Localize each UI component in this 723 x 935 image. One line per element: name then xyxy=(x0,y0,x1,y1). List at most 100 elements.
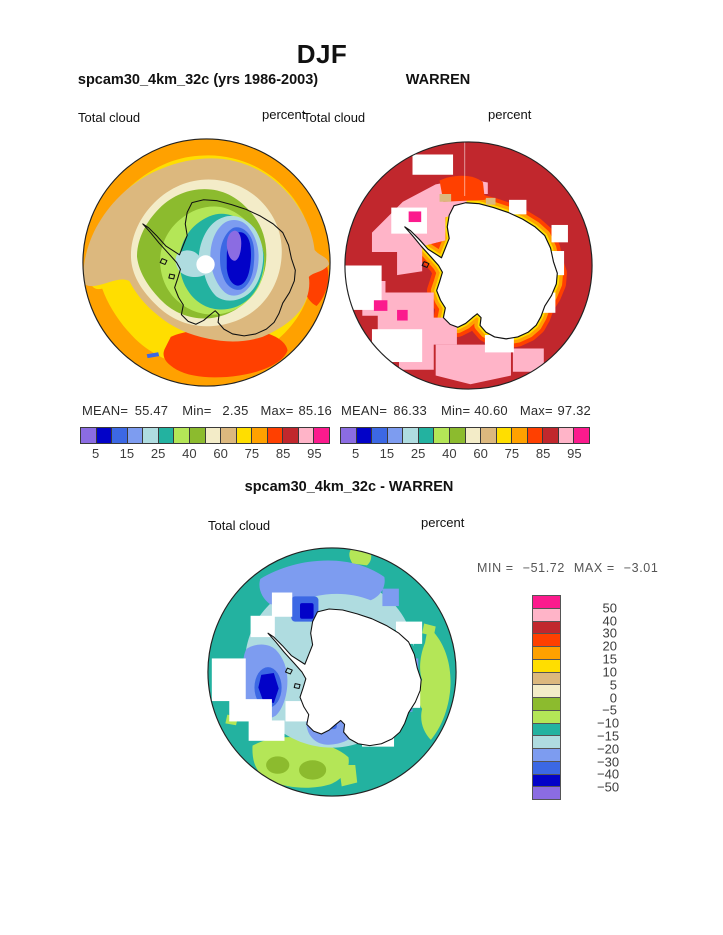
colorbar-segment xyxy=(481,428,497,443)
obs-magenta-speck xyxy=(408,211,422,223)
colorbar-segment xyxy=(533,698,560,711)
colorbar-segment xyxy=(205,428,222,443)
colorbar-segment xyxy=(527,428,544,443)
colorbar-segment xyxy=(143,428,159,443)
pole-hole-dot xyxy=(196,255,215,274)
diff-navy-cell xyxy=(300,603,314,619)
mean-label: MEAN= xyxy=(341,403,388,418)
min-value: 2.35 xyxy=(222,403,249,418)
diff-olive-spot xyxy=(299,760,327,780)
stats-model: MEAN= 55.47 Min= 2.35 Max= 85.16 xyxy=(82,403,332,418)
max-value: 85.16 xyxy=(298,403,332,418)
colorbar-tick-label: 75 xyxy=(244,446,260,461)
map-obs xyxy=(344,141,593,390)
min-label: MIN = xyxy=(477,561,514,575)
field-label-model: Total cloud xyxy=(78,110,141,125)
colorbar-tick-label: 40 xyxy=(182,446,197,461)
colorbar-segment xyxy=(533,749,560,762)
colorbar-tick-label: 50 xyxy=(602,600,617,616)
colorbar-segment xyxy=(449,428,466,443)
colorbar-segment xyxy=(465,428,482,443)
colorbar-tick-label: 30 xyxy=(602,625,617,641)
colorbar-segment xyxy=(434,428,450,443)
colorbar-segment xyxy=(298,428,315,443)
colorbar-segment xyxy=(112,428,128,443)
colorbar-tick-label: 85 xyxy=(275,446,291,461)
colorbar-segment xyxy=(372,428,388,443)
colorbar-tick-label: 20 xyxy=(602,638,617,654)
colorbar-segment xyxy=(533,723,560,737)
max-label: MAX = xyxy=(573,561,615,575)
obs-magenta-speck xyxy=(373,300,388,311)
contour-purple xyxy=(226,230,242,261)
colorbar-tick-label: 25 xyxy=(150,446,166,461)
colorbar-segment xyxy=(533,596,560,609)
colorbar-segment xyxy=(543,428,559,443)
colorbar-segment xyxy=(533,621,560,635)
colorbar-segment xyxy=(221,428,237,443)
colorbar-tick-label: −10 xyxy=(597,715,620,731)
panel-header-obs: WARREN xyxy=(405,72,471,88)
colorbar-segment xyxy=(496,428,513,443)
max-value: −3.01 xyxy=(623,561,659,575)
colorbar-segment xyxy=(81,428,97,443)
page-title: DJF xyxy=(296,39,348,69)
stats-obs: MEAN= 86.33 Min= 40.60 Max= 97.32 xyxy=(341,403,591,418)
colorbar-tick-label: 10 xyxy=(602,664,617,680)
colorbar-tick-label: 95 xyxy=(307,446,322,461)
island-marks xyxy=(421,261,430,268)
colorbar-segment xyxy=(387,428,404,443)
obs-pink-patch xyxy=(435,344,511,385)
diff-colorbar-labels: 50 40 30 20 15 10 5 0 −5 −10 −15 −20 −30 −40 −50 xyxy=(561,595,621,800)
colorbar-tick-label: 0 xyxy=(609,690,617,705)
mean-value: 86.33 xyxy=(393,403,427,418)
colorbar-segment xyxy=(533,659,560,673)
colorbar-segment xyxy=(127,428,144,443)
colorbar-ticks-model: 5 15 25 40 60 75 85 95 xyxy=(80,446,330,461)
colorbar-segment xyxy=(189,428,206,443)
colorbar-tick-label: −5 xyxy=(602,702,617,718)
obs-magenta-speck xyxy=(397,309,408,321)
colorbar-segment xyxy=(533,736,560,749)
island-marks xyxy=(284,667,301,690)
colorbar-tick-label: 95 xyxy=(567,446,582,461)
map-circle-outline xyxy=(207,547,457,797)
panel-header-model: spcam30_4km_32c (yrs 1986-2003) xyxy=(77,72,319,88)
colorbar-segment xyxy=(356,428,373,443)
mean-label: MEAN= xyxy=(82,403,129,418)
colorbar-segment xyxy=(283,428,299,443)
colorbar-tick-label: 15 xyxy=(602,651,617,667)
diff-green-small xyxy=(422,623,436,637)
colorbar-tick-label: 85 xyxy=(535,446,551,461)
colorbar-segment xyxy=(158,428,175,443)
units-label-obs: percent xyxy=(488,107,532,122)
contour-redorange-bottom xyxy=(163,328,288,378)
panel-header-diff: spcam30_4km_32c - WARREN xyxy=(244,479,454,495)
colorbar-segment xyxy=(533,761,560,775)
colorbar-tick-label: 5 xyxy=(92,446,100,461)
mean-value: 55.47 xyxy=(134,403,169,418)
stats-diff: MIN = −51.72 MAX = −3.01 xyxy=(477,561,658,575)
obs-pink-patch xyxy=(512,348,544,372)
diff-navy-blob xyxy=(258,672,279,704)
colorbar-tick-label: 5 xyxy=(352,446,360,461)
colorbar-tick-label: 75 xyxy=(504,446,520,461)
min-value: 40.60 xyxy=(474,403,508,418)
colorbar-diff xyxy=(532,595,561,800)
colorbar-tick-label: 25 xyxy=(410,446,426,461)
diff-green-bottom xyxy=(252,737,349,788)
field-label-diff: Total cloud xyxy=(208,518,271,533)
contour-speck xyxy=(146,352,160,359)
map-diff xyxy=(207,547,457,797)
colorbar-segment xyxy=(533,774,560,788)
map-circle-outline xyxy=(344,141,593,390)
colorbar-model xyxy=(80,427,330,444)
colorbar-segment xyxy=(314,428,329,443)
colorbar-obs xyxy=(340,427,590,444)
colorbar-tick-label: −50 xyxy=(597,779,620,795)
diff-green-finger xyxy=(338,765,358,787)
colorbar-segment xyxy=(267,428,284,443)
map-circle-outline xyxy=(82,138,331,387)
colorbar-tick-label: 40 xyxy=(442,446,457,461)
colorbar-tick-label: −15 xyxy=(597,728,620,744)
